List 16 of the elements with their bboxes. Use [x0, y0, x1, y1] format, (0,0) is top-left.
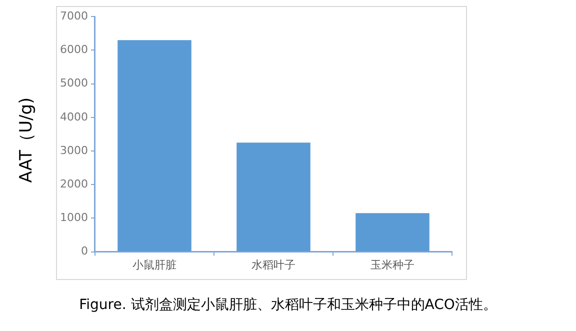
y-tick-label: 3000	[60, 144, 88, 157]
y-tick-label: 6000	[60, 43, 88, 56]
bar	[356, 213, 430, 252]
bar	[118, 40, 192, 252]
x-tick-label: 玉米种子	[370, 258, 414, 272]
text: Figure. 试剂盒测定小鼠肝脏、水稻叶子和玉米种子中的ACO活性。	[78, 296, 498, 314]
y-tick-label: 7000	[60, 9, 88, 22]
y-tick-label: 1000	[60, 211, 88, 224]
y-tick-label: 5000	[60, 76, 88, 90]
x-tick-label: 水稻叶子	[251, 258, 296, 272]
x-tick-label: 小鼠肝脏	[132, 258, 176, 272]
y-tick-label: 2000	[60, 177, 88, 190]
bar	[236, 142, 310, 252]
y-axis-title: AAT（U/g)	[16, 97, 38, 183]
y-tick-label: 0	[80, 244, 88, 258]
y-tick-label: 4000	[60, 110, 88, 124]
